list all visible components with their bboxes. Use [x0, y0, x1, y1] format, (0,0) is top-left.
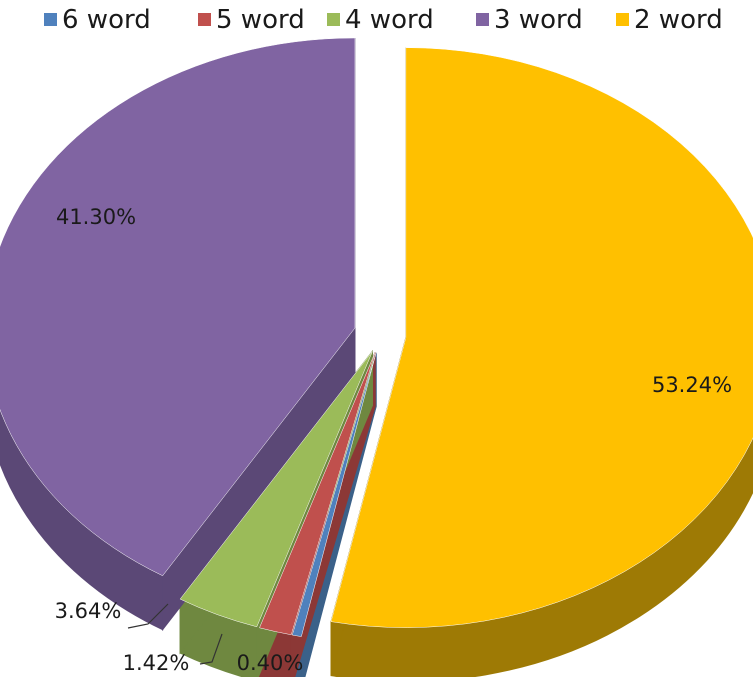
legend-label-2-word: 2 word: [634, 5, 723, 35]
data-labels: 0.40% 1.42% 3.64% 41.30% 53.24%: [55, 205, 732, 675]
legend-label-3-word: 3 word: [494, 5, 583, 35]
slice-3-word: [0, 37, 356, 577]
legend: 6 word 5 word 4 word 3 word 2 word: [44, 5, 723, 35]
legend-item-6-word: 6 word: [44, 5, 151, 35]
data-label-2-word: 53.24%: [652, 373, 732, 397]
slice-5-word: [259, 352, 376, 636]
slice-2-word: [330, 47, 753, 628]
legend-item-3-word: 3 word: [476, 5, 583, 35]
pie-slices: [0, 37, 753, 677]
legend-swatch-2-word: [616, 13, 629, 26]
legend-label-5-word: 5 word: [216, 5, 305, 35]
slice-6-word: [291, 352, 377, 637]
legend-swatch-4-word: [327, 13, 340, 26]
legend-swatch-5-word: [198, 13, 211, 26]
slice-tops: [0, 37, 753, 637]
leader-line-5-word: [199, 633, 223, 665]
legend-item-5-word: 5 word: [198, 5, 305, 35]
data-label-6-word: 0.40%: [237, 651, 304, 675]
data-label-3-word: 41.30%: [56, 205, 136, 229]
data-label-4-word: 3.64%: [55, 599, 122, 623]
legend-item-2-word: 2 word: [616, 5, 723, 35]
legend-swatch-6-word: [44, 13, 57, 26]
data-label-5-word: 1.42%: [123, 651, 190, 675]
slice-4-word: [179, 351, 373, 628]
legend-label-6-word: 6 word: [62, 5, 151, 35]
legend-label-4-word: 4 word: [345, 5, 434, 35]
legend-swatch-3-word: [476, 13, 489, 26]
leader-line-4-word: [127, 603, 169, 629]
legend-item-4-word: 4 word: [327, 5, 434, 35]
